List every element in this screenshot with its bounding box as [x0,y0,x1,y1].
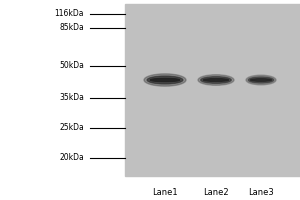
Text: 35kDa: 35kDa [59,94,84,102]
Ellipse shape [201,77,231,83]
Text: Lane2: Lane2 [203,188,229,197]
Text: 116kDa: 116kDa [55,9,84,19]
Text: 85kDa: 85kDa [59,23,84,32]
Ellipse shape [147,76,183,84]
Ellipse shape [250,79,272,81]
Ellipse shape [246,75,276,85]
Ellipse shape [150,78,180,82]
Ellipse shape [198,75,234,85]
Text: Lane3: Lane3 [248,188,274,197]
Text: 20kDa: 20kDa [59,154,84,162]
Ellipse shape [248,77,274,83]
Text: 50kDa: 50kDa [59,62,84,71]
Ellipse shape [144,74,186,86]
Bar [124,4,300,176]
Text: 25kDa: 25kDa [59,123,84,132]
Text: Lane1: Lane1 [152,188,178,197]
Ellipse shape [203,79,229,81]
